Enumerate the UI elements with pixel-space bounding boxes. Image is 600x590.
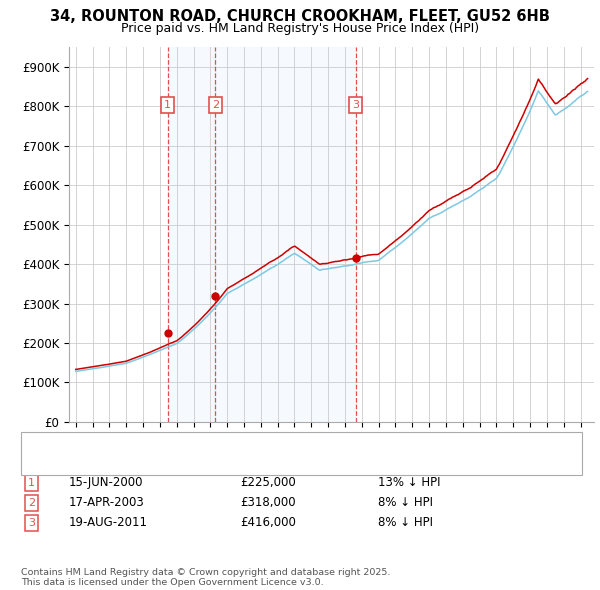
Text: £416,000: £416,000 (240, 516, 296, 529)
Text: 34, ROUNTON ROAD, CHURCH CROOKHAM, FLEET, GU52 6HB (detached house): 34, ROUNTON ROAD, CHURCH CROOKHAM, FLEET… (63, 440, 500, 450)
Text: 1: 1 (164, 100, 171, 110)
Text: 34, ROUNTON ROAD, CHURCH CROOKHAM, FLEET, GU52 6HB: 34, ROUNTON ROAD, CHURCH CROOKHAM, FLEET… (50, 9, 550, 24)
Text: 8% ↓ HPI: 8% ↓ HPI (378, 516, 433, 529)
Bar (215, 47, 356, 422)
Text: £225,000: £225,000 (240, 476, 296, 489)
Text: ——: —— (33, 457, 58, 470)
Text: 1: 1 (28, 478, 35, 487)
Text: ——: —— (33, 438, 58, 451)
Text: 17-APR-2003: 17-APR-2003 (69, 496, 145, 509)
Bar (167, 47, 215, 422)
Text: 2: 2 (212, 100, 219, 110)
Text: 3: 3 (28, 518, 35, 527)
Text: 13% ↓ HPI: 13% ↓ HPI (378, 476, 440, 489)
Text: HPI: Average price, detached house, Hart: HPI: Average price, detached house, Hart (63, 458, 289, 468)
Text: 2: 2 (28, 498, 35, 507)
Text: £318,000: £318,000 (240, 496, 296, 509)
Text: 19-AUG-2011: 19-AUG-2011 (69, 516, 148, 529)
Text: Contains HM Land Registry data © Crown copyright and database right 2025.
This d: Contains HM Land Registry data © Crown c… (21, 568, 391, 587)
Text: 8% ↓ HPI: 8% ↓ HPI (378, 496, 433, 509)
Text: 3: 3 (352, 100, 359, 110)
Text: Price paid vs. HM Land Registry's House Price Index (HPI): Price paid vs. HM Land Registry's House … (121, 22, 479, 35)
Text: 15-JUN-2000: 15-JUN-2000 (69, 476, 143, 489)
